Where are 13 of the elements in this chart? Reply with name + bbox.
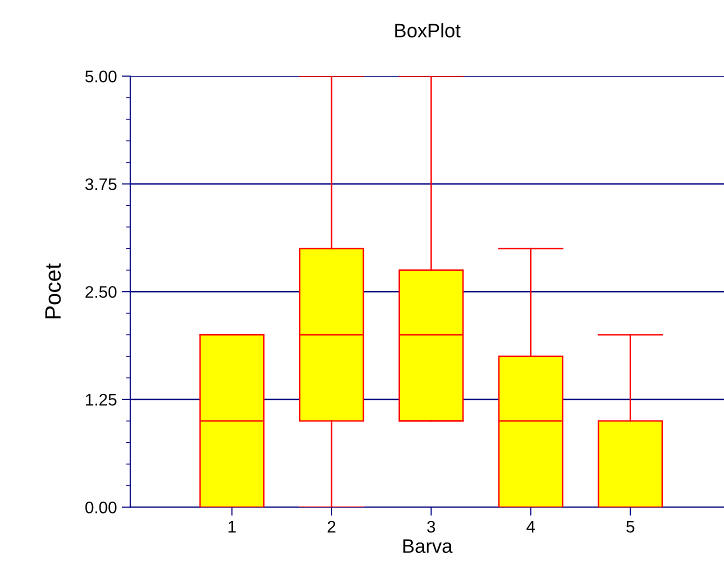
x-tick-label: 2 — [328, 520, 336, 532]
y-tick-label: 3.75 — [85, 178, 116, 190]
chart-title: BoxPlot — [395, 23, 461, 38]
y-tick-label: 1.25 — [86, 394, 116, 406]
x-tick-label: 5 — [626, 520, 634, 533]
y-tick-label: 5.00 — [85, 70, 116, 82]
y-tick-label: 2.50 — [86, 286, 116, 298]
y-axis-title: Pocet — [45, 263, 61, 318]
x-axis-title: Barva — [403, 539, 453, 553]
x-tick-label: 4 — [526, 520, 535, 532]
x-tick-label: 3 — [427, 520, 436, 533]
y-tick-label: 0.00 — [85, 502, 116, 514]
x-tick-label: 1 — [228, 520, 236, 532]
